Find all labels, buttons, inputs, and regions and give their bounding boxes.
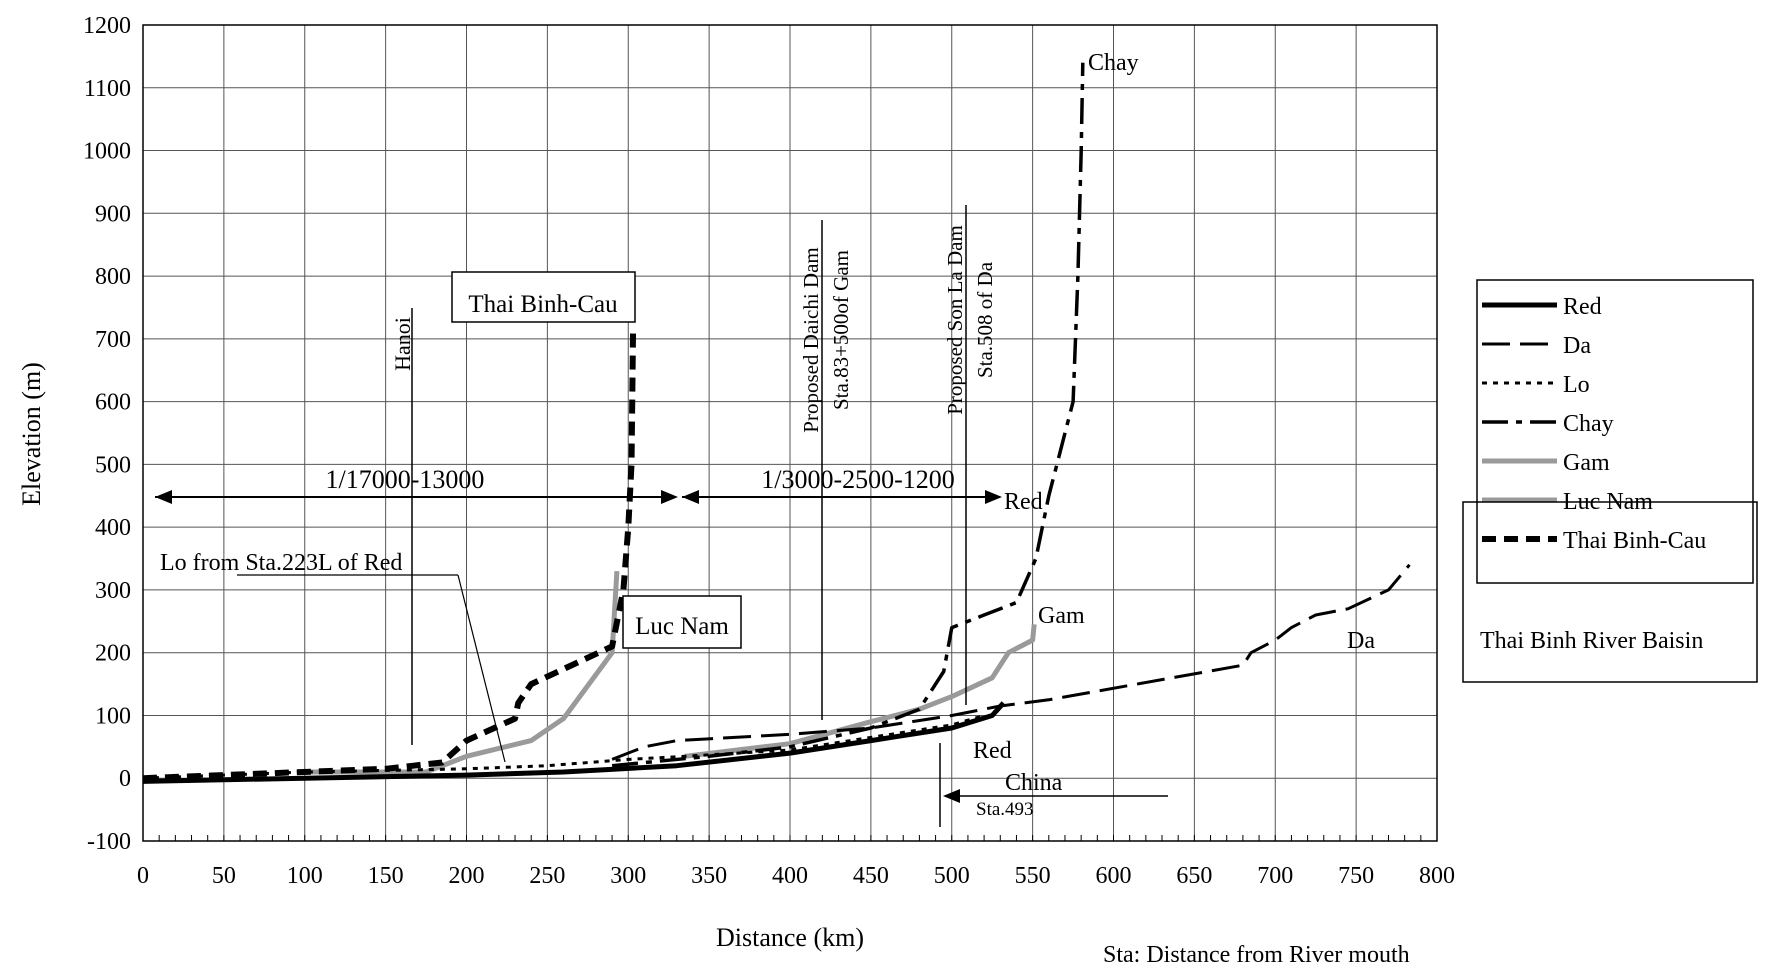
son-la-dam-label: Proposed Son La Dam [943, 225, 967, 415]
series-lines [142, 62, 1411, 784]
legend-label: Da [1563, 333, 1591, 359]
y-tick-label: 200 [95, 641, 131, 667]
luc-nam-box [622, 595, 742, 649]
y-tick-label: 1200 [83, 13, 131, 39]
da-label: Da [1347, 628, 1375, 654]
daichi-dam-label: Proposed Daichi Dam [799, 247, 823, 432]
scale-arrow-left-head-l [155, 490, 172, 504]
y-tick-label: 1000 [83, 139, 131, 165]
x-axis-label: Distance (km) [716, 923, 864, 952]
scale-arrow-left-head-r [661, 490, 678, 504]
y-tick-label: 900 [95, 201, 131, 227]
lo-from-pointer [457, 574, 506, 763]
x-tick-label: 750 [1338, 863, 1374, 889]
y-tick-label: -100 [87, 829, 131, 855]
y-tick-label: 400 [95, 515, 131, 541]
x-tick-label: 650 [1176, 863, 1212, 889]
y-tick-label: 800 [95, 264, 131, 290]
basin-box [1462, 501, 1758, 683]
scale-arrow-right-head-r [985, 490, 1002, 504]
y-axis-label: Elevation (m) [17, 362, 46, 506]
son-la-dam-station-label: Sta.508 of Da [973, 261, 997, 378]
thai-binh-cau-box-label: Thai Binh-Cau [468, 291, 618, 318]
x-tick-label: 400 [772, 863, 808, 889]
series-line-thai-binh-cau [142, 326, 637, 782]
x-tick-label: 50 [212, 863, 236, 889]
legend-label: Red [1563, 294, 1602, 320]
chay-label: Chay [1088, 50, 1139, 76]
x-tick-label: 600 [1096, 863, 1132, 889]
x-tick-label: 250 [529, 863, 565, 889]
y-tick-label: 300 [95, 578, 131, 604]
lo-from-label: Lo from Sta.223L of Red [160, 550, 402, 576]
x-tick-label: 550 [1015, 863, 1051, 889]
series-line-da [611, 563, 1411, 761]
china-arrow-head [943, 789, 960, 803]
red-upper-label: Red [1004, 489, 1043, 515]
series-line-chay [611, 62, 1085, 768]
hanoi-label: Hanoi [390, 317, 415, 371]
x-tick-label: 350 [691, 863, 727, 889]
legend-frame [1476, 279, 1754, 584]
y-tick-label: 700 [95, 327, 131, 353]
x-tick-label: 700 [1257, 863, 1293, 889]
red-lower-label: Red [973, 738, 1012, 764]
y-tick-label: 0 [119, 766, 131, 792]
scale-label-1: 1/17000-13000 [326, 465, 485, 494]
series-line-gam [684, 624, 1037, 759]
daichi-dam-station-label: Sta.83+500of Gam [829, 250, 853, 410]
gam-label: Gam [1038, 603, 1085, 629]
x-tick-label: 500 [934, 863, 970, 889]
thai-binh-cau-box [451, 271, 636, 323]
series-line-luc-nam [296, 570, 620, 775]
x-tick-label: 200 [449, 863, 485, 889]
legend-label: Chay [1563, 411, 1614, 437]
x-tick-label: 0 [137, 863, 149, 889]
luc-nam-box-label: Luc Nam [635, 613, 729, 640]
scale-arrow-right-head-l [682, 490, 699, 504]
basin-label: Thai Binh River Baisin [1480, 628, 1703, 654]
legend-label: Lo [1563, 372, 1590, 398]
axis-ticks: 0 50 100 150 200 250 300 350 400 450 500 550 600 650 7… [83, 13, 1455, 889]
x-tick-label: 300 [610, 863, 646, 889]
y-tick-label: 100 [95, 703, 131, 729]
sta493-label: Sta.493 [976, 799, 1034, 820]
y-tick-label: 1100 [84, 76, 131, 102]
china-label: China [1005, 770, 1063, 796]
y-tick-label: 600 [95, 390, 131, 416]
x-tick-label: 100 [287, 863, 323, 889]
y-tick-label: 500 [95, 452, 131, 478]
scale-label-2: 1/3000-2500-1200 [761, 465, 955, 494]
x-tick-label: 450 [853, 863, 889, 889]
station-note: Sta: Distance from River mouth [1103, 942, 1410, 968]
grid [142, 24, 1438, 842]
legend-label: Thai Binh-Cau [1563, 528, 1706, 554]
x-tick-label: 800 [1419, 863, 1455, 889]
series-line-red [142, 701, 1006, 784]
legend-label: Gam [1563, 450, 1610, 476]
x-tick-label: 150 [368, 863, 404, 889]
